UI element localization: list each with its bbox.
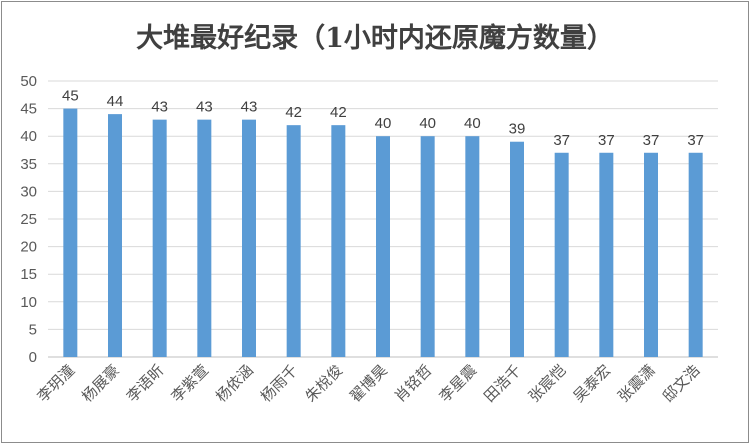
bars [63,108,703,358]
data-label: 40 [464,115,481,132]
y-tick-label: 35 [20,156,37,173]
bar [420,136,435,357]
bar [554,152,569,357]
bar [197,119,212,357]
y-tick-label: 15 [20,266,37,283]
category-label: 杨雨千 [257,361,302,406]
x-axis-categories: 李玥潼 杨展豪 李语昕 李紫萱 杨依涵 杨雨千 朱梲俊 翟博昊 肖铭哲 李星震 田浩千 张宸恺 吴泰宏张… [34,361,704,406]
data-label: 40 [419,115,436,132]
bar [286,125,301,357]
category-label: 李玥潼 [34,361,79,406]
data-label: 45 [62,88,79,105]
category-label: 朱梲俊 [302,361,347,406]
bar [63,108,78,357]
data-label: 37 [643,132,660,149]
bar [465,136,480,357]
data-label: 43 [241,99,258,116]
chart-title: 大堆最好纪录（1小时内还原魔方数量） [136,23,614,54]
y-tick-label: 50 [20,73,37,90]
category-label: 吴泰宏 [570,361,615,406]
y-axis-ticks: 0 5 10 15 20 25 30 35 40 45 50 [20,73,37,366]
data-label: 37 [598,132,615,149]
bar [331,125,346,357]
bar [688,152,703,357]
category-label: 李紫萱 [168,361,213,406]
bar [644,152,658,357]
y-tick-label: 40 [20,128,37,145]
data-label: 37 [687,132,704,149]
y-tick-label: 0 [29,349,37,366]
category-label: 张宸恺 [525,361,570,406]
y-tick-label: 10 [20,294,37,311]
category-label: 李语昕 [123,361,168,406]
bar [510,141,524,357]
data-label: 43 [151,99,168,116]
y-tick-label: 20 [20,239,37,256]
y-tick-label: 25 [20,211,37,228]
bar [599,152,614,357]
category-label: 杨依涵 [212,361,257,406]
y-tick-label: 30 [20,183,37,200]
y-tick-label: 5 [29,321,37,338]
data-label: 37 [553,132,570,149]
category-label: 翟博昊 [346,361,391,406]
data-label: 40 [375,115,392,132]
category-label: 张震潇 [614,361,659,406]
data-label: 44 [107,93,124,110]
bar [108,114,122,358]
y-tick-label: 45 [20,101,37,118]
bar [152,119,167,357]
data-label: 39 [509,121,526,138]
category-label: 杨展豪 [78,361,123,406]
category-label: 邸文浩 [659,361,704,406]
data-label: 42 [330,104,347,121]
data-label: 43 [196,99,213,116]
bar [242,119,256,357]
category-label: 肖铭哲 [391,361,436,406]
data-label: 42 [285,104,302,121]
data-labels: 45 44 43 43 43 42 42 40 40 40 39 37 37 37 37 [62,88,704,149]
bar [376,136,390,357]
category-label: 李星震 [436,361,481,406]
category-label: 田浩千 [480,361,525,406]
